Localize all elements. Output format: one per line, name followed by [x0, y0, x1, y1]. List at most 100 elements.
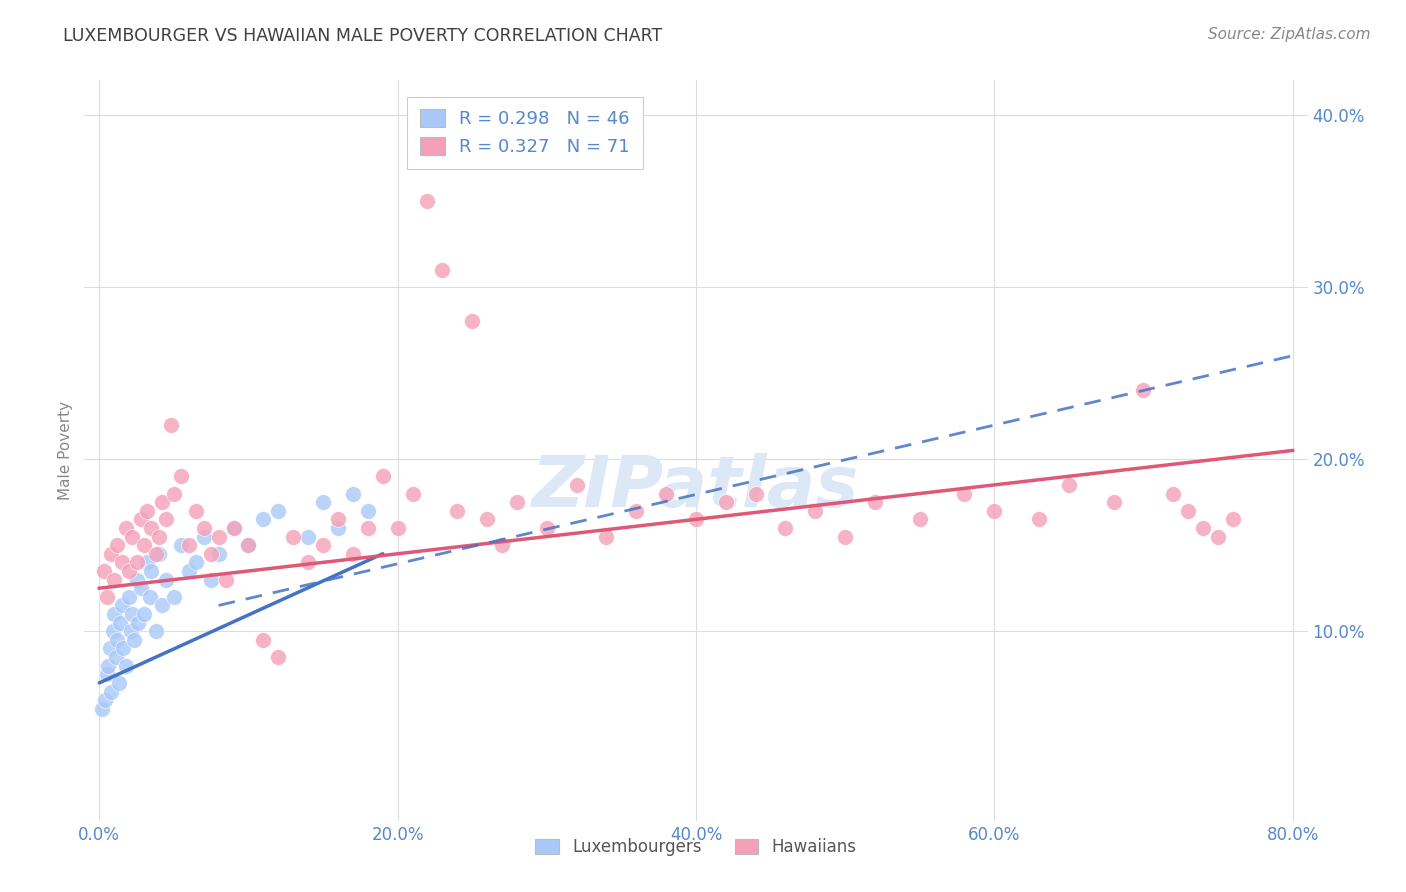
Point	[125, 573, 148, 587]
Point	[908, 512, 931, 526]
Point	[121, 530, 143, 544]
Point	[252, 632, 274, 647]
Point	[401, 486, 423, 500]
Point	[100, 547, 122, 561]
Point	[105, 538, 128, 552]
Point	[125, 555, 148, 569]
Point	[155, 512, 177, 526]
Point	[267, 504, 290, 518]
Point	[111, 599, 134, 613]
Point	[432, 262, 454, 277]
Point	[207, 530, 229, 544]
Point	[141, 564, 163, 578]
Point	[150, 495, 173, 509]
Point	[655, 486, 678, 500]
Point	[536, 521, 558, 535]
Point	[326, 512, 349, 526]
Point	[129, 581, 152, 595]
Point	[744, 486, 766, 500]
Point	[491, 538, 513, 552]
Point	[160, 417, 183, 432]
Point	[155, 573, 177, 587]
Point	[96, 667, 118, 681]
Point	[148, 530, 170, 544]
Point	[1222, 512, 1244, 526]
Point	[193, 530, 215, 544]
Point	[357, 504, 380, 518]
Point	[215, 573, 238, 587]
Point	[252, 512, 274, 526]
Point	[1028, 512, 1050, 526]
Point	[120, 624, 142, 639]
Point	[342, 547, 364, 561]
Text: ZIPatlas: ZIPatlas	[533, 453, 859, 522]
Point	[127, 615, 149, 630]
Point	[475, 512, 498, 526]
Point	[122, 632, 145, 647]
Point	[200, 547, 222, 561]
Point	[112, 641, 135, 656]
Point	[145, 547, 167, 561]
Point	[121, 607, 143, 621]
Point	[834, 530, 856, 544]
Point	[105, 632, 128, 647]
Point	[186, 504, 208, 518]
Point	[177, 564, 200, 578]
Point	[297, 530, 319, 544]
Point	[193, 521, 215, 535]
Point	[775, 521, 797, 535]
Point	[207, 547, 229, 561]
Point	[863, 495, 886, 509]
Point	[595, 530, 617, 544]
Point	[115, 521, 138, 535]
Point	[342, 486, 364, 500]
Point	[238, 538, 260, 552]
Point	[170, 538, 193, 552]
Point	[685, 512, 707, 526]
Point	[804, 504, 827, 518]
Point	[222, 521, 245, 535]
Point	[94, 693, 117, 707]
Point	[326, 521, 349, 535]
Point	[1132, 383, 1154, 397]
Point	[1163, 486, 1185, 500]
Point	[136, 555, 159, 569]
Point	[506, 495, 529, 509]
Point	[101, 624, 124, 639]
Point	[387, 521, 409, 535]
Point	[222, 521, 245, 535]
Point	[1177, 504, 1199, 518]
Point	[103, 607, 125, 621]
Legend: Luxembourgers, Hawaiians: Luxembourgers, Hawaiians	[527, 830, 865, 864]
Point	[238, 538, 260, 552]
Point	[983, 504, 1005, 518]
Point	[357, 521, 380, 535]
Point	[103, 573, 125, 587]
Point	[446, 504, 468, 518]
Point	[141, 521, 163, 535]
Point	[132, 538, 155, 552]
Point	[186, 555, 208, 569]
Point	[115, 658, 138, 673]
Point	[267, 650, 290, 665]
Point	[93, 564, 115, 578]
Point	[1102, 495, 1125, 509]
Point	[118, 564, 141, 578]
Point	[111, 555, 134, 569]
Point	[139, 590, 162, 604]
Point	[565, 478, 588, 492]
Point	[312, 538, 335, 552]
Point	[148, 547, 170, 561]
Point	[416, 194, 439, 208]
Point	[118, 590, 141, 604]
Point	[283, 530, 305, 544]
Point	[953, 486, 976, 500]
Point	[626, 504, 648, 518]
Point	[714, 495, 737, 509]
Point	[163, 590, 186, 604]
Y-axis label: Male Poverty: Male Poverty	[58, 401, 73, 500]
Point	[297, 555, 319, 569]
Text: LUXEMBOURGER VS HAWAIIAN MALE POVERTY CORRELATION CHART: LUXEMBOURGER VS HAWAIIAN MALE POVERTY CO…	[63, 27, 662, 45]
Point	[98, 641, 121, 656]
Point	[312, 495, 335, 509]
